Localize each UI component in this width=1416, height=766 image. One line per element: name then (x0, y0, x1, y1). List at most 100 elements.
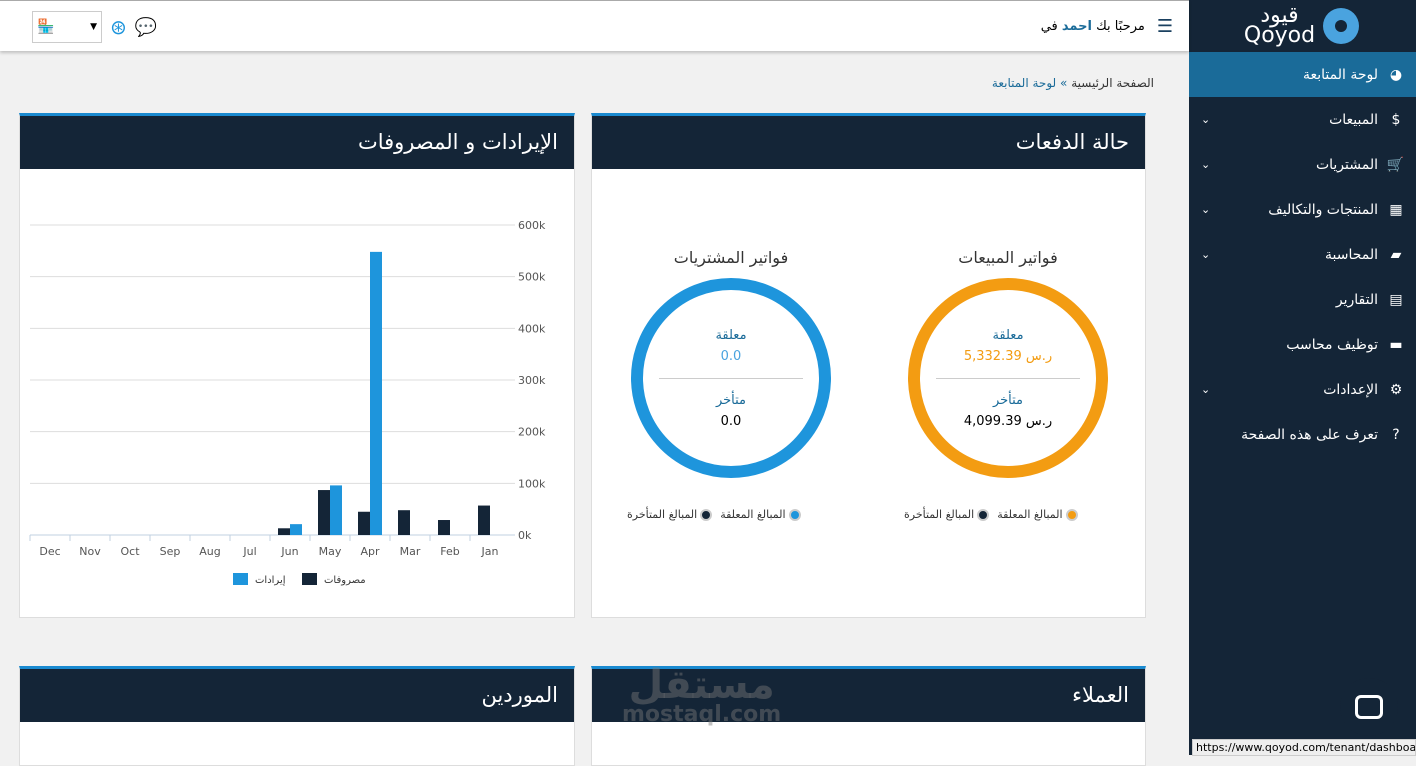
legend-expenses[interactable]: مصروفات (324, 575, 366, 586)
bar-expenses[interactable] (318, 490, 330, 535)
bar-revenue[interactable] (290, 524, 302, 535)
chat-widget-button[interactable] (1340, 678, 1398, 736)
customers-panel: العملاء (591, 666, 1146, 766)
sidebar-item-label: المشتريات (1315, 156, 1378, 173)
late-value: 4,099.39 ر.س (963, 414, 1053, 429)
y-tick-label: 300k (518, 374, 546, 387)
grid-icon: ▦ (1389, 201, 1403, 218)
sidebar-item-3[interactable]: ▦ المنتجات والتكاليف ⌄ (1189, 187, 1416, 232)
x-tick-label: Nov (79, 545, 101, 558)
x-tick-label: Feb (440, 545, 459, 558)
x-tick-label: Oct (120, 545, 140, 558)
sidebar-item-0[interactable]: ◕ لوحة المتابعة (1189, 52, 1416, 97)
x-tick-label: Jan (481, 545, 499, 558)
sidebar-item-label: توظيف محاسب (1286, 336, 1378, 353)
breadcrumb: الصفحة الرئيسية » لوحة المتابعة (992, 76, 1154, 90)
chevron-down-icon: ⌄ (1201, 383, 1211, 396)
sidebar: قيود Qoyod ◕ لوحة المتابعة $ المبيعات ⌄ 🛒 المشت… (1189, 0, 1416, 755)
late-label: متأخر (715, 393, 747, 408)
logo-icon (1323, 8, 1360, 44)
sales-donut: معلقة 5,332.39 ر.س متأخر 4,099.39 ر.س (908, 278, 1108, 478)
bar-revenue[interactable] (370, 251, 382, 535)
y-tick-label: 0k (518, 529, 532, 542)
bar-expenses[interactable] (358, 511, 370, 535)
store-icon: 🏪 (37, 19, 55, 35)
question-icon: ? (1392, 426, 1400, 443)
sidebar-item-7[interactable]: ⚙ الإعدادات ⌄ (1189, 367, 1416, 412)
sales-legend: المبالغ المعلقة المبالغ المتأخرة (904, 508, 1078, 521)
suppliers-panel: الموردين (19, 666, 575, 766)
pending-value: 5,332.39 ر.س (963, 349, 1053, 364)
sidebar-item-2[interactable]: 🛒 المشتريات ⌄ (1189, 142, 1416, 187)
y-tick-label: 200k (518, 426, 546, 439)
status-bar-url: https://www.qoyod.com/tenant/dashboard (1192, 739, 1416, 756)
x-tick-label: Dec (39, 545, 60, 558)
purchase-invoices-title: فواتير المشتريات (673, 248, 789, 267)
file-icon: ▤ (1389, 291, 1403, 308)
logo-text-en: Qoyod (1243, 23, 1316, 48)
chat-icon[interactable]: 💬 (134, 16, 158, 38)
panel-title: حالة الدفعات (592, 116, 1145, 169)
late-value: 0.0 (720, 414, 742, 429)
x-tick-label: Jul (242, 545, 256, 558)
y-tick-label: 100k (518, 477, 546, 490)
sidebar-item-label: المنتجات والتكاليف (1268, 201, 1378, 218)
pending-label: معلقة (992, 328, 1024, 343)
sidebar-item-4[interactable]: ▰ المحاسبة ⌄ (1189, 232, 1416, 277)
revenue-expenses-panel: الإيرادات و المصروفات 0k 100k 200k 300k 400k… (19, 113, 575, 618)
cart-icon: 🛒 (1386, 156, 1404, 173)
panel-title: الموردين (20, 669, 574, 722)
x-tick-label: Sep (160, 545, 181, 558)
bar-revenue[interactable] (330, 485, 342, 535)
sidebar-item-label: تعرف على هذه الصفحة (1241, 426, 1378, 443)
gear-icon: ⚙ (1389, 381, 1403, 398)
pending-value: 0.0 (720, 349, 742, 364)
sidebar-item-label: المحاسبة (1324, 246, 1378, 263)
sidebar-item-label: المبيعات (1329, 111, 1378, 128)
logo[interactable]: قيود Qoyod (1189, 0, 1416, 52)
welcome-text: مرحبًا بك احمد في (1040, 18, 1145, 34)
chevron-down-icon: ⌄ (1201, 203, 1211, 216)
breadcrumb-home[interactable]: الصفحة الرئيسية (1071, 76, 1154, 90)
chevron-down-icon: ⌄ (1201, 248, 1211, 261)
support-icon[interactable]: ⊛ (110, 15, 127, 39)
logo-text-ar: قيود (1260, 3, 1299, 28)
sidebar-item-5[interactable]: ▤ التقارير (1189, 277, 1416, 322)
purchases-legend: المبالغ المعلقة المبالغ المتأخرة (627, 508, 801, 521)
folder-icon: ▰ (1390, 246, 1402, 263)
truck-icon: ▬ (1389, 336, 1403, 353)
bar-expenses[interactable] (398, 510, 410, 535)
chevron-down-icon: ⌄ (1201, 158, 1211, 171)
pending-label: معلقة (715, 328, 747, 343)
x-tick-label: May (319, 545, 342, 558)
bar-expenses[interactable] (478, 505, 490, 535)
late-label: متأخر (992, 393, 1024, 408)
topbar: ☰ مرحبًا بك احمد في 🏪 ▼ ⊛ 💬 (0, 0, 1189, 51)
watermark: مستقل mostaql.com (622, 662, 782, 727)
dashboard-icon: ◕ (1389, 66, 1403, 83)
sidebar-item-8[interactable]: ? تعرف على هذه الصفحة (1189, 412, 1416, 457)
chevron-down-icon: ⌄ (1201, 113, 1211, 126)
revenue-expenses-chart: 0k 100k 200k 300k 400k 500k 600k Dec Nov Oct Sep Au… (29, 219, 546, 586)
bar-expenses[interactable] (278, 528, 290, 535)
sidebar-item-1[interactable]: $ المبيعات ⌄ (1189, 97, 1416, 142)
purchases-donut: معلقة 0.0 متأخر 0.0 (631, 278, 831, 478)
sidebar-item-6[interactable]: ▬ توظيف محاسب (1189, 322, 1416, 367)
legend-revenue[interactable]: إيرادات (255, 575, 286, 586)
chat-bubble-icon (1355, 695, 1383, 719)
y-tick-label: 600k (518, 219, 546, 232)
store-selector[interactable]: 🏪 ▼ (32, 11, 102, 43)
x-tick-label: Jun (280, 545, 298, 558)
bar-expenses[interactable] (438, 520, 450, 535)
payments-panel: حالة الدفعات فواتير المبيعات معلقة 5,332… (591, 113, 1146, 618)
legend-swatch-revenue (233, 573, 248, 585)
breadcrumb-sep: » (1060, 76, 1068, 90)
sales-invoices-title: فواتير المبيعات (958, 248, 1058, 267)
menu-toggle-icon[interactable]: ☰ (1156, 15, 1173, 37)
legend-swatch-expenses (302, 573, 317, 585)
sidebar-item-label: التقارير (1335, 291, 1378, 308)
breadcrumb-current: لوحة المتابعة (991, 76, 1057, 90)
sidebar-item-label: الإعدادات (1323, 381, 1378, 398)
y-tick-label: 400k (518, 322, 546, 335)
x-tick-label: Aug (199, 545, 220, 558)
